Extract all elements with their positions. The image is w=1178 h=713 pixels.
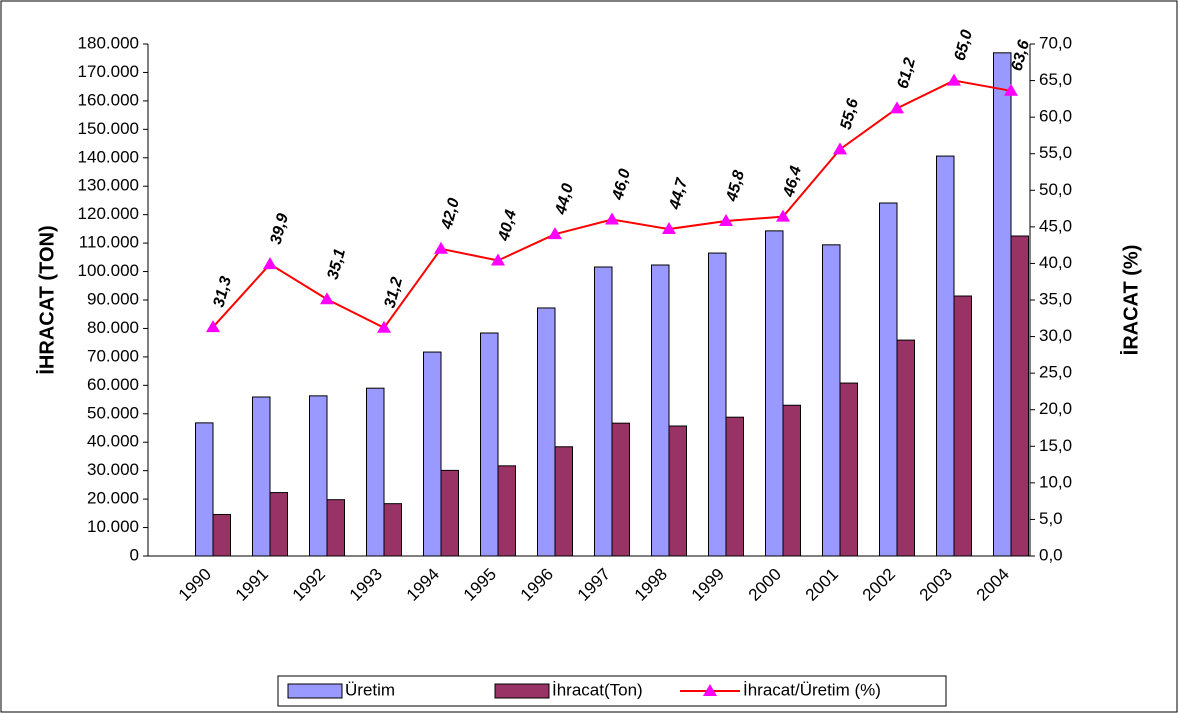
bar	[537, 307, 556, 557]
y-tick-label: 50.000	[87, 403, 139, 422]
y-tick-label: 170.000	[78, 62, 139, 81]
y2-tick-label: 40,0	[1039, 253, 1072, 272]
bar	[993, 52, 1012, 557]
bar	[309, 395, 328, 557]
y2-tick-label: 45,0	[1039, 216, 1072, 235]
marker	[719, 214, 733, 227]
y2-tick-label: 55,0	[1039, 143, 1072, 162]
y-tick-label: 10.000	[87, 517, 139, 536]
bar	[440, 469, 459, 557]
legend-box	[277, 675, 947, 707]
marker	[890, 101, 904, 114]
bar	[554, 446, 573, 557]
y2-tick-label: 20,0	[1039, 399, 1072, 418]
marker	[491, 253, 505, 266]
bar	[765, 230, 784, 557]
bar	[195, 422, 214, 557]
bar	[839, 382, 858, 557]
bar	[822, 244, 841, 557]
bar	[383, 503, 402, 557]
y2-tick-label: 70,0	[1039, 33, 1072, 52]
y2-tick-label: 50,0	[1039, 180, 1072, 199]
y2-tick-label: 30,0	[1039, 326, 1072, 345]
y2-tick-label: 25,0	[1039, 363, 1072, 382]
marker	[320, 292, 334, 305]
bar	[708, 252, 727, 557]
marker	[263, 257, 277, 270]
bar	[879, 202, 898, 557]
bar	[252, 396, 271, 557]
marker	[605, 212, 619, 225]
y2-tick-label: 65,0	[1039, 70, 1072, 89]
y-tick-label: 40.000	[87, 432, 139, 451]
y-axis-title: İHRACAT (TON)	[35, 225, 58, 374]
bar	[896, 339, 915, 557]
y-tick-label: 150.000	[78, 119, 139, 138]
bar	[326, 499, 345, 557]
marker	[947, 73, 961, 86]
legend-swatch	[287, 683, 343, 699]
y2-tick-label: 15,0	[1039, 436, 1072, 455]
y2-tick-label: 0,0	[1039, 545, 1063, 564]
bar	[651, 264, 670, 557]
y2-tick-label: 35,0	[1039, 289, 1072, 308]
marker	[434, 241, 448, 254]
bar	[497, 465, 516, 557]
legend-label: Üretim	[345, 680, 395, 699]
y-tick-label: 180.000	[78, 33, 139, 52]
marker	[662, 222, 676, 235]
y-tick-label: 140.000	[78, 147, 139, 166]
legend-label: İhracat(Ton)	[552, 680, 643, 699]
y-tick-label: 20.000	[87, 489, 139, 508]
marker	[206, 320, 220, 333]
y-tick-label: 70.000	[87, 346, 139, 365]
y-tick-label: 100.000	[78, 261, 139, 280]
y-tick-label: 0	[130, 545, 139, 564]
bar	[725, 416, 744, 557]
bar	[668, 425, 687, 557]
marker	[377, 320, 391, 333]
bar	[269, 492, 288, 557]
legend-label: İhracat/Üretim (%)	[743, 680, 881, 699]
marker	[1004, 83, 1018, 96]
bar	[782, 404, 801, 557]
marker	[548, 227, 562, 240]
y-tick-label: 160.000	[78, 90, 139, 109]
marker	[776, 209, 790, 222]
bar	[1010, 235, 1029, 557]
y-tick-label: 80.000	[87, 318, 139, 337]
y2-tick-label: 5,0	[1039, 509, 1063, 528]
y-tick-label: 120.000	[78, 204, 139, 223]
y2-axis-title: İRACAT (%)	[1119, 245, 1142, 356]
bar	[953, 295, 972, 557]
bar	[366, 387, 385, 557]
y-tick-label: 30.000	[87, 460, 139, 479]
y-tick-label: 90.000	[87, 289, 139, 308]
bar	[936, 155, 955, 557]
bar	[480, 332, 499, 557]
bar	[423, 351, 442, 557]
bar	[611, 422, 630, 557]
y-tick-label: 130.000	[78, 176, 139, 195]
y2-tick-label: 60,0	[1039, 107, 1072, 126]
marker	[833, 142, 847, 155]
legend-swatch	[494, 683, 550, 699]
y-tick-label: 110.000	[79, 233, 139, 252]
bar	[594, 266, 613, 557]
bar	[212, 513, 231, 557]
legend-marker	[703, 684, 717, 696]
y2-tick-label: 10,0	[1039, 472, 1072, 491]
y-tick-label: 60.000	[87, 375, 139, 394]
